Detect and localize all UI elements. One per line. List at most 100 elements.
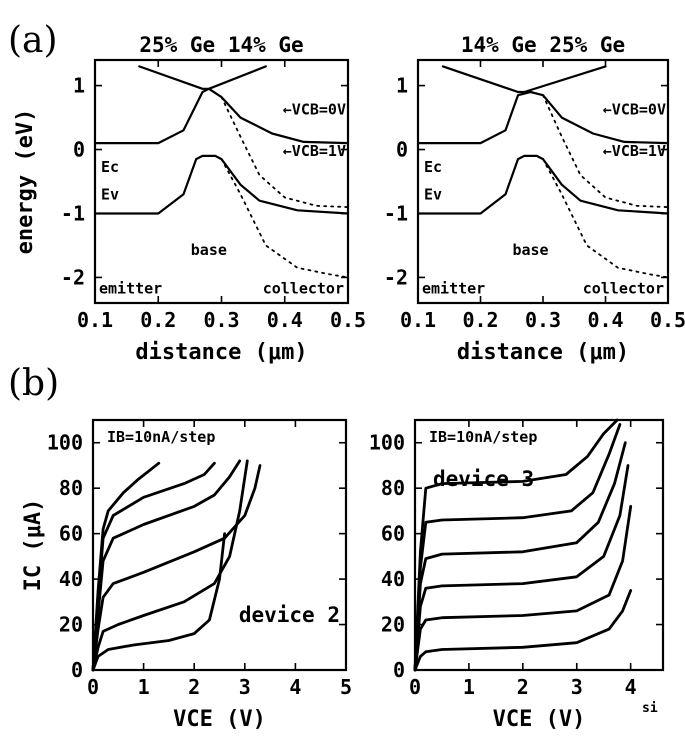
series-line-6 [413, 418, 619, 672]
x-tick-label: 5 [340, 675, 352, 699]
x-tick-label: 3 [571, 675, 583, 699]
x-tick-label: 1 [463, 675, 475, 699]
x-tick-label: 0.1 [400, 308, 436, 332]
chart-2: 0.1 0.2 0.3 0.4 0.5 1 0 -1 -2 14% Ge 25% Ge distan… [384, 33, 685, 365]
y-axis-label: energy (eV) [13, 109, 38, 255]
series-line-3 [413, 464, 630, 672]
y-tick-label: 20 [59, 613, 83, 637]
series-line-6 [91, 461, 161, 672]
y-tick-label: 80 [59, 476, 83, 500]
annotation-vcb1: ←VCB=1V [283, 142, 346, 160]
annotation-ev: Ev [424, 185, 442, 203]
series-line-3 [93, 154, 350, 215]
annotation-collector: collector [263, 279, 344, 297]
series-line-4 [220, 158, 349, 279]
series-line-1 [93, 87, 350, 145]
series-line-4 [542, 158, 669, 279]
page-mark: si [642, 701, 658, 716]
x-tick-label: 0.3 [203, 308, 239, 332]
annotation-step: IB=10nA/step [429, 428, 537, 446]
annotation-ev: Ev [101, 185, 119, 203]
series-line-5 [91, 461, 216, 672]
x-tick-label: 0.2 [140, 308, 176, 332]
charts: 0.1 0.2 0.3 0.4 0.5 1 0 -1 -2 25% Ge 14% Ge distan… [13, 33, 685, 732]
annotation-emitter: emitter [99, 279, 162, 297]
series-line-2 [91, 459, 249, 672]
x-tick-label: 0 [409, 675, 421, 699]
x-tick-label: 0.1 [77, 308, 113, 332]
x-tick-label: 0.4 [267, 308, 303, 332]
series-line-2 [220, 96, 349, 208]
series-line-5 [413, 423, 622, 672]
annotation-step: IB=10nA/step [107, 428, 215, 446]
series-line-2 [542, 94, 669, 208]
x-axis-label: distance (μm) [135, 340, 307, 365]
series-line-1 [416, 90, 670, 145]
x-tick-label: 0.2 [462, 308, 498, 332]
series-line-5 [441, 65, 607, 94]
x-tick-label: 0.5 [650, 308, 685, 332]
y-tick-label: -1 [384, 201, 408, 225]
annotation-base: base [191, 241, 227, 259]
x-tick-label: 4 [625, 675, 637, 699]
x-tick-label: 0.4 [587, 308, 623, 332]
series-line-1 [91, 532, 226, 672]
x-axis-label: VCE (V) [173, 707, 266, 732]
plot-frame [91, 418, 348, 672]
series-line-1 [413, 589, 633, 672]
y-tick-label: 1 [396, 74, 408, 98]
y-tick-label: 1 [73, 74, 85, 98]
x-tick-label: 0.5 [330, 308, 366, 332]
annotation-ec: Ec [101, 158, 119, 176]
y-tick-label: 60 [381, 522, 405, 546]
annotation-vcb0: ←VCB=0V [283, 100, 346, 118]
y-tick-label: 20 [381, 613, 405, 637]
panel-label-a: (a) [8, 20, 58, 61]
y-tick-label: 100 [369, 431, 405, 455]
series-line-4 [91, 459, 242, 672]
x-tick-label: 1 [138, 675, 150, 699]
annotation-collector: collector [583, 279, 664, 297]
annotation-vcb1: ←VCB=1V [603, 142, 666, 160]
x-tick-label: 4 [289, 675, 301, 699]
y-tick-label: 80 [381, 476, 405, 500]
x-axis-label: distance (μm) [457, 340, 629, 365]
chart-title: 14% Ge 25% Ge [461, 33, 625, 57]
plot-frame [413, 418, 665, 672]
x-tick-label: 0 [87, 675, 99, 699]
series-line-3 [91, 464, 262, 672]
x-tick-label: 2 [517, 675, 529, 699]
y-tick-label: 0 [73, 138, 85, 162]
y-axis-label: IC (μA) [21, 499, 46, 592]
y-tick-label: 0 [71, 658, 83, 682]
x-tick-label: 0.3 [525, 308, 561, 332]
y-tick-label: 40 [59, 567, 83, 591]
y-tick-label: -2 [384, 265, 408, 289]
annotation-ec: Ec [424, 158, 442, 176]
y-tick-label: 60 [59, 522, 83, 546]
y-tick-label: 0 [396, 138, 408, 162]
annotation-base: base [512, 241, 548, 259]
series-line-3 [416, 154, 670, 215]
chart-3: 0 1 2 3 4 5 0 20 40 60 80 100 VCE (V) IC (μA) IB=10nA/… [21, 418, 352, 732]
annotation-emitter: emitter [422, 279, 485, 297]
x-tick-label: 2 [188, 675, 200, 699]
y-tick-label: 0 [393, 658, 405, 682]
panel-label-b: (b) [8, 363, 59, 404]
series-line-5 [138, 65, 267, 90]
chart-1: 0.1 0.2 0.3 0.4 0.5 1 0 -1 -2 25% Ge 14% Ge distan… [13, 33, 366, 365]
y-tick-label: -1 [61, 201, 85, 225]
annotation-vcb0: ←VCB=0V [603, 100, 666, 118]
y-tick-label: 100 [47, 431, 83, 455]
annotation-device: device 3 [433, 467, 534, 491]
x-axis-label: VCE (V) [493, 707, 586, 732]
y-tick-label: 40 [381, 567, 405, 591]
x-tick-label: 3 [239, 675, 251, 699]
chart-title: 25% Ge 14% Ge [139, 33, 303, 57]
series-line-2 [413, 505, 633, 672]
series-line-4 [413, 441, 627, 672]
annotation-device: device 2 [239, 603, 340, 627]
y-tick-label: -2 [61, 265, 85, 289]
